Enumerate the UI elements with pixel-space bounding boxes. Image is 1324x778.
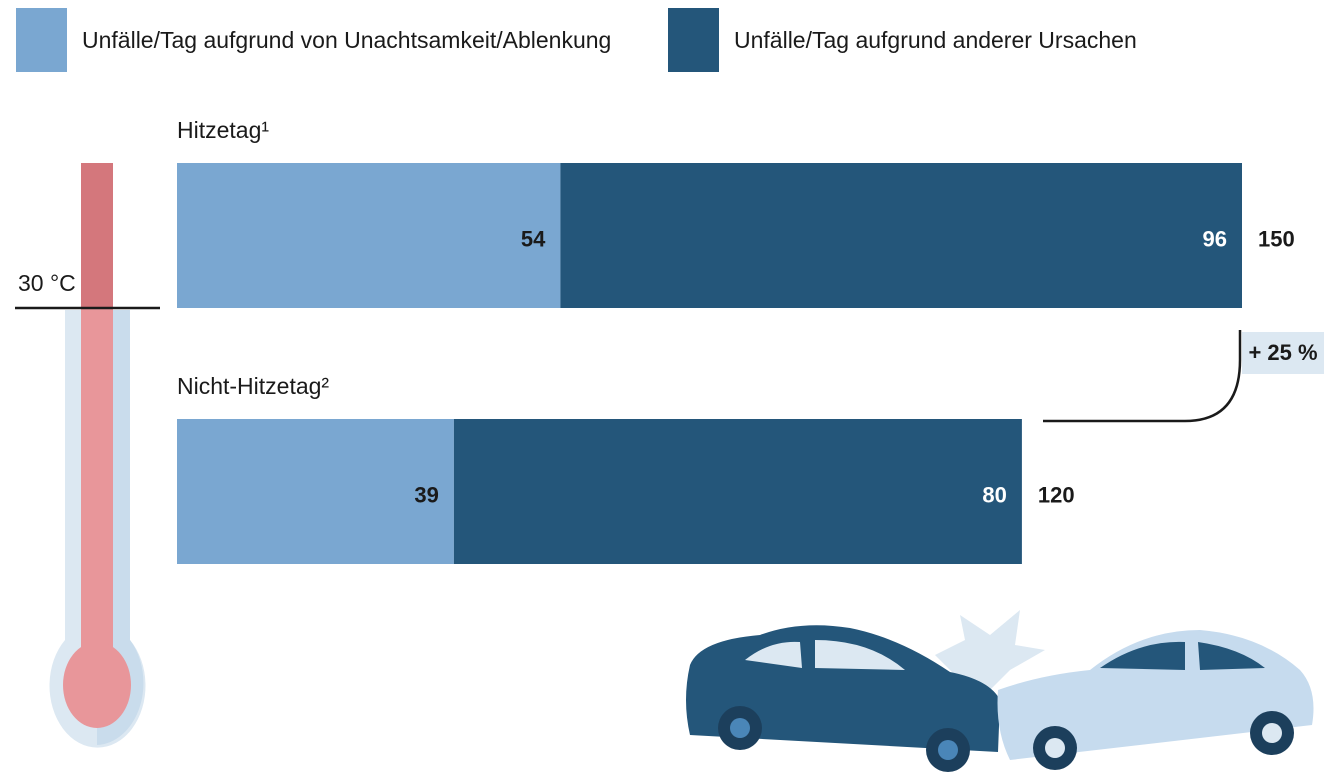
bar-segment — [454, 419, 1022, 564]
value-label: 80 — [982, 482, 1006, 507]
annotation: + 25 % — [1248, 340, 1317, 365]
connector — [1043, 330, 1240, 421]
car-left-hub — [730, 718, 750, 738]
bar-segment — [177, 419, 454, 564]
legend-swatch — [16, 8, 67, 72]
thermometer-hot — [81, 163, 113, 308]
bar-segment — [560, 163, 1242, 308]
category-label: Hitzetag¹ — [177, 117, 269, 143]
category-label: Nicht-Hitzetag² — [177, 373, 329, 399]
value-label: 54 — [521, 226, 546, 251]
bar-segment — [177, 163, 560, 308]
thermometer-mercury — [81, 308, 113, 658]
car-right-hub — [1045, 738, 1065, 758]
legend-label: Unfälle/Tag aufgrund anderer Ursachen — [734, 27, 1137, 53]
total-label: 150 — [1258, 226, 1295, 251]
page: {"chart_data": {"type": "stacked-bar", "… — [0, 0, 1324, 778]
car-left-hub — [938, 740, 958, 760]
value-label: 96 — [1203, 226, 1227, 251]
total-label: 120 — [1038, 482, 1075, 507]
car-right-hub — [1262, 723, 1282, 743]
chart: 30 °C + 25 % Unfälle/Tag aufgrund von Un… — [0, 0, 1324, 778]
cars-illustration — [686, 610, 1314, 772]
thermometer: 30 °C — [15, 163, 160, 748]
legend-label: Unfälle/Tag aufgrund von Unachtsamkeit/A… — [82, 27, 611, 53]
value-label: 39 — [414, 482, 438, 507]
legend-swatch — [668, 8, 719, 72]
threshold-label: 30 °C — [18, 270, 76, 296]
thermometer-bulb — [63, 642, 131, 728]
